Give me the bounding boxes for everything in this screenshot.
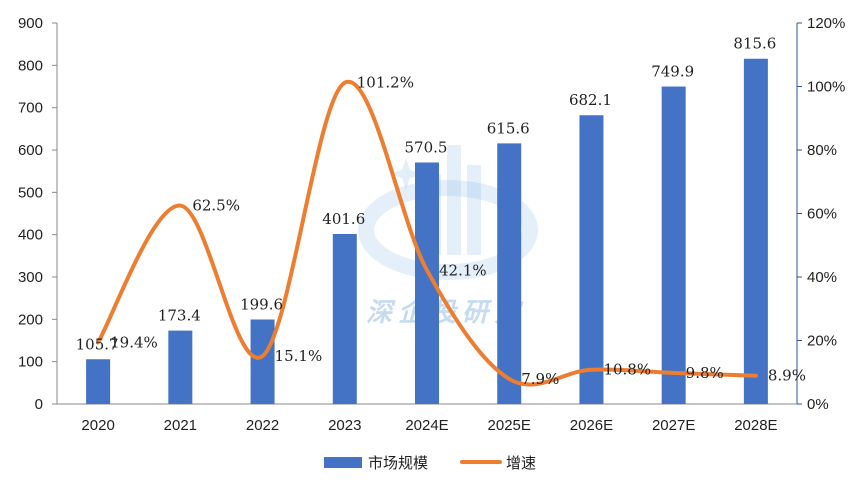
watermark-bar [467,165,481,255]
legend-label-line: 增速 [506,454,536,472]
line-series [96,79,758,387]
x-tick-label: 2021 [164,417,197,434]
growth-value-label: 62.5% [192,197,240,215]
growth-value-label: 7.9% [521,370,559,388]
y-left-tick-label: 500 [18,184,43,201]
watermark-text: 深企投研究 [366,298,526,328]
bar [86,359,111,404]
bar [743,58,768,404]
x-tick-label: 2022 [246,417,279,434]
growth-value-label: 19.4% [110,333,158,351]
legend-label-bar: 市场规模 [368,454,428,472]
legend: 市场规模 增速 [324,454,536,472]
bar-value-label: 815.6 [733,35,776,53]
bar-series [86,58,768,405]
y-right-tick-label: 100% [807,79,845,96]
bar-value-label: 199.6 [240,296,283,314]
watermark-bar [447,145,461,255]
data-labels: 105.7 173.4 199.6 401.6 570.5 615.6 682.1 749.9… [76,35,806,388]
y-right-tick-label: 80% [807,142,837,159]
bar [168,330,193,404]
bar [497,143,522,404]
y-right-tick-label: 0% [807,396,829,413]
y-left-tick-label: 100 [18,354,43,371]
watermark-swoosh [358,180,538,280]
bar-value-label: 105.7 [76,335,119,353]
bar [332,233,357,404]
x-tick-label: 2023 [328,417,361,434]
bar-value-label: 570.5 [405,138,448,156]
growth-value-label: 10.8% [603,361,651,379]
bar-value-label: 401.6 [322,210,365,228]
growth-value-label: 9.8% [686,364,724,382]
growth-line [96,79,758,387]
y-right-tick-label: 20% [807,333,837,350]
x-tick-label: 2028E [734,417,777,434]
growth-value-label: 8.9% [768,367,806,385]
bar-value-label: 615.6 [487,119,530,137]
y-left-tick-label: 900 [18,15,43,32]
bar-value-label: 173.4 [158,307,201,325]
y-left-tick-label: 800 [18,57,43,74]
growth-value-label: 42.1% [439,261,487,279]
growth-value-label: 101.2% [357,74,414,92]
bar [661,86,686,405]
x-tick-label: 2026E [570,417,613,434]
x-tick-label: 2024E [405,417,448,434]
watermark-star [390,158,422,190]
y-right-tick-label: 40% [807,269,837,286]
x-tick-label: 2027E [652,417,695,434]
x-tick-label: 2020 [81,417,114,434]
y-left-tick-label: 600 [18,142,43,159]
y-left-tick-label: 700 [18,100,43,117]
y-right-tick-label: 60% [807,206,837,223]
y-left-tick-label: 0 [35,396,43,413]
bar-value-label: 682.1 [569,91,612,109]
y-left-tick-label: 300 [18,269,43,286]
legend-swatch-bar [324,457,362,468]
y-right-tick-label: 120% [807,15,845,32]
bar [579,115,604,405]
bar-value-label: 749.9 [651,63,694,81]
bar [250,319,275,404]
growth-value-label: 15.1% [275,347,323,365]
x-tick-label: 2025E [488,417,531,434]
y-left-tick-label: 200 [18,311,43,328]
y-left-tick-label: 400 [18,227,43,244]
